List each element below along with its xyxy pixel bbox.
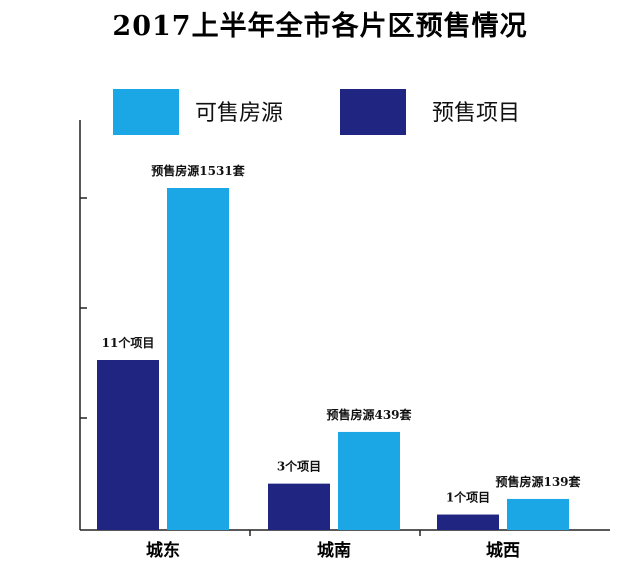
- legend-label-available: 可售房源: [195, 101, 284, 126]
- legend-swatch-available: [113, 89, 179, 135]
- bars-group: [97, 188, 569, 530]
- bar-projects-2: [437, 514, 499, 530]
- data-label-projects-0: 11个项目: [102, 335, 155, 350]
- category-labels-group: 城东 城南 城西: [146, 540, 520, 561]
- bar-available-0: [167, 188, 229, 530]
- legend-swatch-projects: [340, 89, 406, 135]
- chart-title: 2017上半年全市各片区预售情况: [112, 11, 528, 42]
- data-label-available-0: 预售房源1531套: [151, 163, 245, 178]
- category-label-2: 城西: [486, 541, 520, 561]
- bar-available-2: [507, 498, 569, 530]
- category-label-0: 城东: [146, 540, 180, 561]
- bar-projects-1: [268, 483, 330, 530]
- data-label-available-1: 预售房源439套: [326, 407, 412, 422]
- legend-label-projects: 预售项目: [432, 101, 521, 126]
- data-label-available-2: 预售房源139套: [495, 474, 581, 489]
- category-label-1: 城南: [317, 540, 351, 561]
- data-label-projects-2: 1个项目: [446, 490, 490, 505]
- data-label-projects-1: 3个项目: [277, 459, 321, 474]
- bar-projects-0: [97, 360, 159, 530]
- bar-available-1: [338, 431, 400, 530]
